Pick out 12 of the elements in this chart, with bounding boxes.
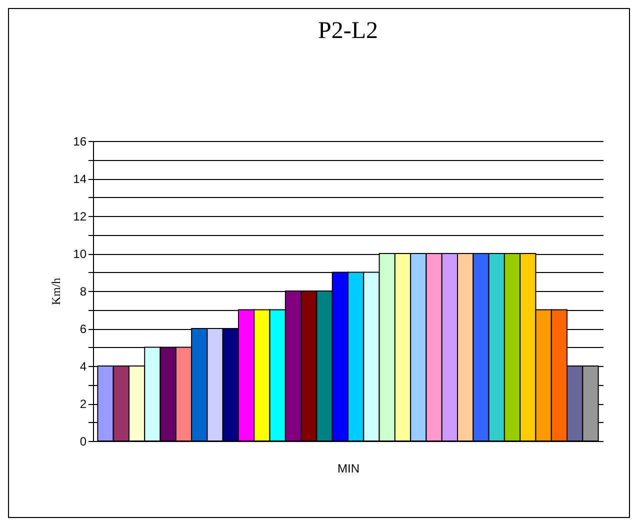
y-tick-label: 10 (73, 247, 87, 261)
y-tick-label: 4 (80, 360, 87, 374)
y-tick-label: 8 (80, 284, 87, 298)
y-tick-label: 0 (80, 434, 87, 448)
y-axis-title: Km/h (49, 278, 64, 306)
x-axis-title: MIN (338, 462, 360, 476)
y-tick-label: 6 (80, 322, 87, 336)
y-tick-label: 12 (73, 210, 87, 224)
chart-title: P2-L2 (318, 18, 378, 44)
y-tick-label: 16 (73, 134, 87, 148)
y-tick-label: 14 (73, 172, 87, 186)
y-tick-label: 2 (80, 397, 87, 411)
